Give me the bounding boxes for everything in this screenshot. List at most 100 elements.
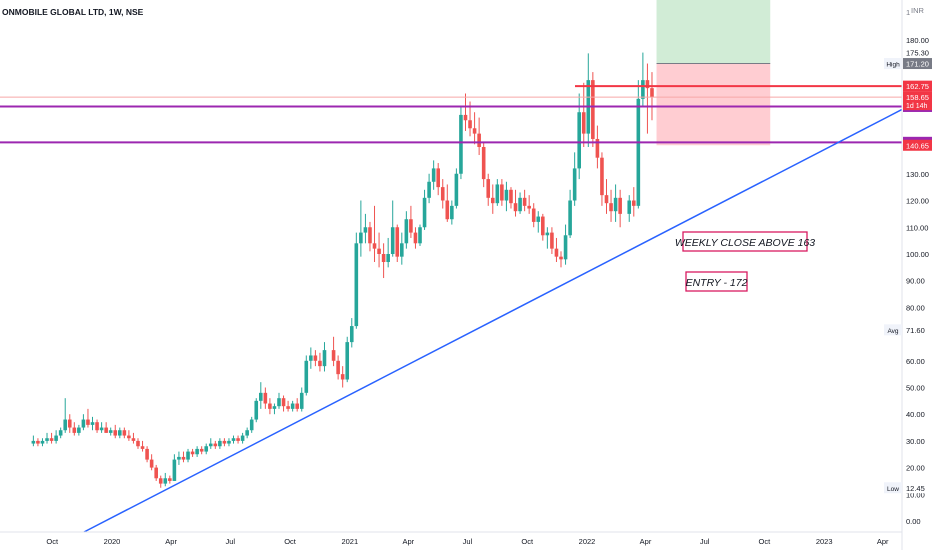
price-label-tag: Avg xyxy=(887,328,898,335)
candle-body xyxy=(545,232,550,236)
price-label-tag-box xyxy=(884,324,902,336)
candle-body xyxy=(199,448,204,452)
candle-body xyxy=(627,200,632,214)
candle-body xyxy=(181,456,186,460)
candle-body xyxy=(450,205,454,220)
x-tick-label: Apr xyxy=(640,537,652,546)
y-tick-label: 10.00 xyxy=(906,490,925,499)
candle-body xyxy=(641,80,645,99)
candle-body xyxy=(468,120,472,129)
candle-body xyxy=(422,197,427,228)
candle-body xyxy=(322,350,327,367)
candle-body xyxy=(63,419,68,431)
candle-body xyxy=(522,197,527,206)
countdown-label: 1d 14h xyxy=(906,103,928,110)
price-label-tag-box xyxy=(884,58,902,70)
price-label-value: 12.45 xyxy=(906,484,925,493)
candle-body xyxy=(440,187,445,201)
candle-body xyxy=(572,168,577,201)
candle-body xyxy=(454,173,459,206)
x-tick-label: Jul xyxy=(463,537,473,546)
candle-body xyxy=(463,114,468,121)
candle-body xyxy=(204,446,209,452)
candle-body xyxy=(67,419,72,428)
candle-body xyxy=(427,181,431,198)
y-tick-label: 120.00 xyxy=(906,197,929,206)
candle-body xyxy=(86,419,90,425)
candle-body xyxy=(486,179,491,198)
x-tick-label: Apr xyxy=(402,537,414,546)
y-tick-label: 90.00 xyxy=(906,277,925,286)
candle-body xyxy=(72,427,77,433)
candle-body xyxy=(81,419,86,428)
candle-body xyxy=(368,227,372,244)
stop-zone xyxy=(656,63,771,146)
candle-body xyxy=(281,398,286,407)
annotation-weekly-close-text: WEEKLY CLOSE ABOVE 163 xyxy=(675,237,815,249)
price-label-box xyxy=(903,47,932,59)
candle-body xyxy=(618,197,622,214)
candle-body xyxy=(168,478,172,481)
y-tick-label: 100.00 xyxy=(906,250,929,259)
y-tick-label: 180.00 xyxy=(906,36,929,45)
candle-body xyxy=(577,112,582,169)
candle-body xyxy=(249,419,254,431)
candle-body xyxy=(436,168,440,188)
candle-body xyxy=(136,440,140,447)
candle-body xyxy=(140,446,145,449)
candle-body xyxy=(213,443,218,447)
price-label-value: 158.65 xyxy=(906,93,929,102)
annotation-weekly-close[interactable]: WEEKLY CLOSE ABOVE 163 xyxy=(675,231,815,252)
candle-body xyxy=(31,440,36,444)
price-label-box xyxy=(903,324,932,336)
x-tick-label: 2023 xyxy=(816,537,833,546)
candle-body xyxy=(418,227,422,244)
candle-body xyxy=(236,438,240,441)
x-tick-label: 2022 xyxy=(579,537,596,546)
candle-body xyxy=(290,403,295,409)
candle-body xyxy=(154,467,158,479)
candle-body xyxy=(54,435,58,441)
price-axis[interactable]: 180.00 130.00 120.00 110.00 100.00 90.00 80.00… xyxy=(906,36,929,526)
candle-body xyxy=(104,427,108,433)
annotation-entry[interactable]: ENTRY - 172 xyxy=(685,271,748,292)
candle-body xyxy=(268,403,272,409)
candle-body xyxy=(527,205,531,209)
candle-body xyxy=(295,403,299,409)
candle-body xyxy=(309,355,313,361)
candle-body xyxy=(536,216,541,222)
top-tick-label: 1 xyxy=(906,8,910,17)
candle-body xyxy=(286,406,290,409)
drawing-lines[interactable] xyxy=(0,85,903,533)
candle-body xyxy=(99,427,104,431)
candle-body xyxy=(163,478,168,484)
price-label-box xyxy=(903,80,932,92)
candle-body xyxy=(513,203,518,212)
x-tick-label: Oct xyxy=(759,537,772,546)
time-axis[interactable]: Oct 2020 Apr Jul Oct 2021 Apr Jul Oct 2022 Apr Jul O… xyxy=(46,537,889,546)
price-label-tag-box xyxy=(884,482,902,494)
candle-body xyxy=(395,227,400,257)
candle-body xyxy=(340,374,345,380)
candle-body xyxy=(518,197,522,212)
candle-body xyxy=(504,189,509,201)
candle-body xyxy=(195,448,199,455)
candle-body xyxy=(581,112,586,134)
candle-body xyxy=(409,219,413,233)
x-tick-label: 2020 xyxy=(104,537,121,546)
target-zone xyxy=(656,0,771,64)
candle-body xyxy=(277,398,281,407)
candle-body xyxy=(404,219,409,244)
candle-body xyxy=(131,438,136,441)
candle-body xyxy=(90,422,95,425)
candle-body xyxy=(58,430,63,436)
candle-body xyxy=(231,438,236,441)
candle-body xyxy=(172,459,177,481)
candle-body xyxy=(591,80,595,139)
candle-body xyxy=(259,392,263,401)
candle-body xyxy=(445,200,450,220)
candle-body xyxy=(609,203,613,212)
candle-body xyxy=(645,80,650,89)
